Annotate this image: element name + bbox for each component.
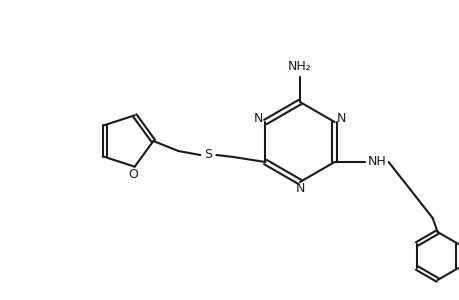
Text: N: N [295, 182, 304, 196]
Text: N: N [336, 112, 346, 124]
Text: N: N [253, 112, 263, 124]
Text: NH₂: NH₂ [287, 59, 311, 73]
Text: O: O [128, 168, 137, 181]
Text: NH: NH [366, 154, 385, 167]
Text: S: S [204, 148, 212, 160]
